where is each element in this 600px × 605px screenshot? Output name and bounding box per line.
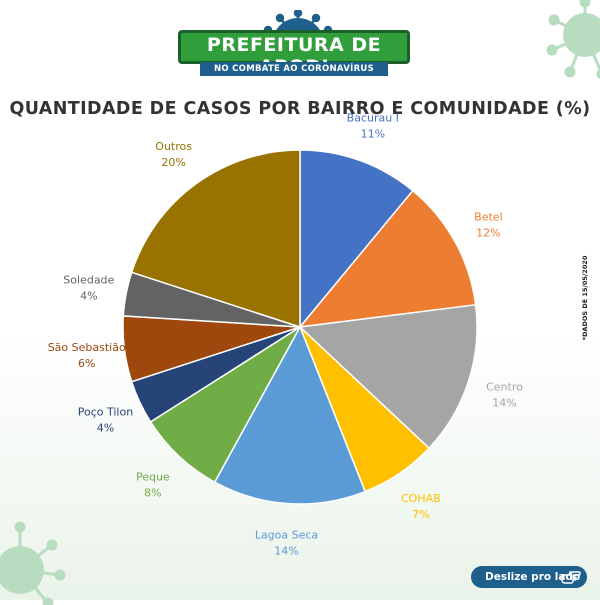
slice-value-label: 8% <box>144 487 161 500</box>
slice-label: Centro <box>486 380 523 393</box>
pie-slice-bacurau-i <box>299 149 414 330</box>
slice-value-label: 4% <box>80 290 97 303</box>
virus-icon-top-right <box>546 0 600 80</box>
virus-icon-bottom-left <box>0 521 66 605</box>
slice-value-label: 7% <box>412 508 429 521</box>
pointing-hand-icon <box>561 571 581 584</box>
chart-title: QUANTIDADE DE CASOS POR BAIRRO E COMUNID… <box>9 99 591 119</box>
slice-label: São Sebastião <box>48 341 126 354</box>
slice-value-label: 6% <box>78 357 95 370</box>
slice-label: COHAB <box>401 492 441 505</box>
pie-slice-centro <box>298 303 478 450</box>
slice-value-label: 12% <box>476 226 500 239</box>
pie-slice-outros <box>130 149 301 329</box>
data-date-footnote: *DADOS DE 15/05/2020 <box>581 255 589 341</box>
pie-slice-peque <box>149 326 301 484</box>
swipe-next-button[interactable]: Deslize pro lado <box>471 566 587 588</box>
slice-label: Peque <box>136 471 170 484</box>
slice-value-label: 14% <box>492 396 516 409</box>
slice-label: Poço Tilon <box>78 406 133 419</box>
pie-slice-betel <box>298 189 477 328</box>
slice-label: Outros <box>155 140 192 153</box>
slice-value-label: 11% <box>361 128 385 141</box>
brand-banner: PREFEITURA DE APODI <box>178 30 410 78</box>
slice-value-label: 14% <box>274 545 298 558</box>
slice-label: Betel <box>474 210 502 223</box>
slice-value-label: 4% <box>97 422 114 435</box>
slice-label: Lagoa Seca <box>255 529 318 542</box>
slice-label: Soledade <box>63 274 114 287</box>
swipe-button-label: Deslize pro lado <box>485 571 581 583</box>
slice-value-label: 20% <box>161 156 185 169</box>
brand-subtitle: NO COMBATE AO CORONAVÍRUS <box>200 62 388 76</box>
pie-slice-lagoa-seca <box>213 325 367 505</box>
slice-label: Bacurau I <box>347 112 399 125</box>
